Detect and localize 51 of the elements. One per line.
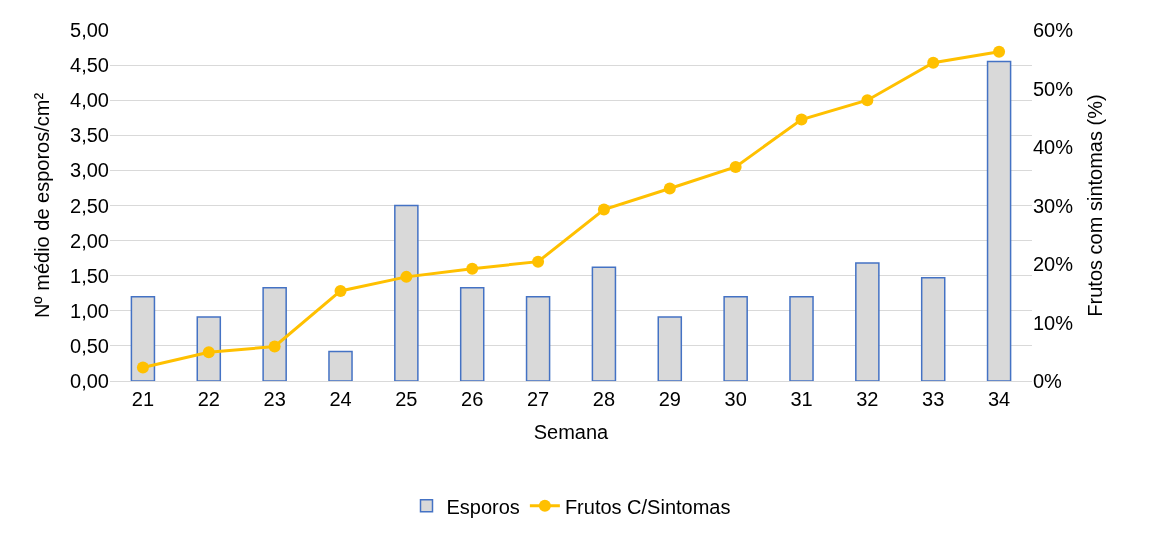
- y2-tick-label: 40%: [1033, 136, 1074, 158]
- x-tick-label: 28: [592, 388, 616, 410]
- point: [136, 361, 149, 374]
- y2-tick-label: 20%: [1033, 253, 1074, 275]
- x-tick-label: 26: [461, 388, 484, 410]
- y-tick-label: 4,50: [70, 54, 109, 77]
- point: [202, 346, 215, 359]
- x-tick-label: 30: [724, 388, 747, 410]
- x-axis-title: Semana: [533, 420, 610, 443]
- x-tick-label: 25: [395, 388, 418, 410]
- point: [861, 94, 874, 107]
- point: [729, 160, 742, 173]
- point: [532, 255, 545, 268]
- y2-tick-label: 30%: [1033, 194, 1074, 217]
- x-tick-label: 32: [856, 388, 879, 410]
- x-tick-label: 23: [263, 388, 286, 410]
- y-tick-label: 1,50: [70, 264, 109, 287]
- y-tick-label: 3,50: [70, 124, 109, 147]
- y2-tick-label: 10%: [1033, 311, 1074, 334]
- y-tick-label: 3,00: [70, 159, 109, 182]
- x-tick-label: 29: [658, 388, 681, 410]
- point: [268, 340, 281, 353]
- point: [597, 203, 610, 216]
- x-tick-label: 31: [790, 388, 813, 410]
- x-tick-label: 27: [526, 388, 550, 410]
- y-tick-label: 5,00: [70, 19, 109, 41]
- x-tick-label: 34: [987, 388, 1011, 410]
- x-tick-label: 21: [131, 388, 155, 410]
- y-tick-label: 2,50: [70, 194, 109, 217]
- point: [334, 284, 347, 297]
- point: [663, 182, 676, 195]
- y-tick-label: 4,00: [70, 89, 109, 112]
- y-tick-label: 0,00: [70, 370, 109, 392]
- y2-tick-label: 50%: [1033, 77, 1074, 100]
- y2-axis-title: Frutos com sintomas (%): [1083, 94, 1106, 317]
- legend-label: Esporos: [446, 495, 520, 518]
- y2-tick-label: 60%: [1033, 19, 1074, 41]
- point: [927, 56, 940, 69]
- x-tick-label: 24: [329, 388, 352, 410]
- y-tick-label: 0,50: [70, 334, 109, 357]
- point: [993, 45, 1006, 58]
- y-axis-title: Nº médio de esporos/cm²: [30, 92, 53, 319]
- point: [400, 270, 413, 283]
- y-tick-label: 2,00: [70, 229, 109, 252]
- y2-tick-label: 0%: [1033, 370, 1063, 392]
- point: [466, 262, 479, 275]
- x-tick-label: 33: [922, 388, 945, 410]
- y-tick-label: 1,00: [70, 299, 109, 322]
- x-tick-label: 22: [197, 388, 220, 410]
- point: [795, 113, 808, 126]
- legend-label: Frutos C/Sintomas: [564, 495, 731, 518]
